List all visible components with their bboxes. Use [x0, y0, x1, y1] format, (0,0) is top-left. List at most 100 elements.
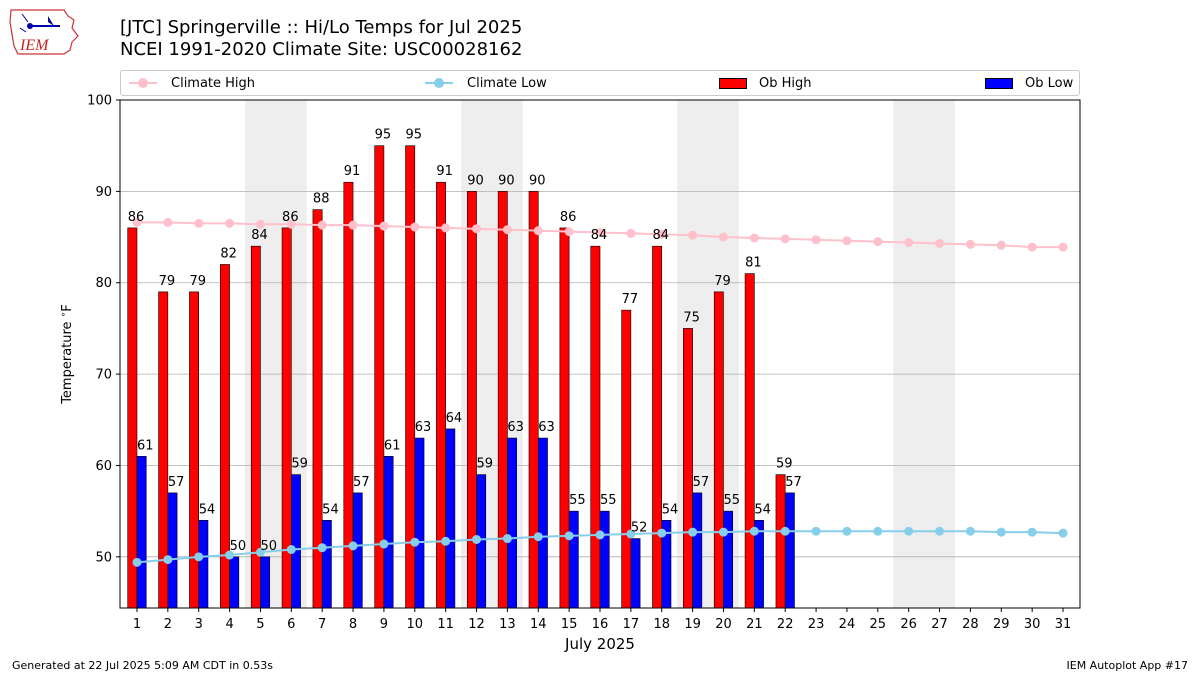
climate-low-point	[225, 550, 235, 560]
ob-low-bar	[136, 456, 147, 609]
ob-high-label: 79	[714, 274, 731, 289]
ob-low-bar	[537, 437, 548, 609]
logo-text: IEM	[19, 37, 50, 54]
climate-low-point	[657, 528, 667, 538]
legend-label-ob-high: Ob High	[759, 75, 812, 91]
x-tick-label: 5	[256, 617, 264, 632]
ob-low-label: 55	[569, 493, 586, 508]
ob-low-swatch	[985, 77, 1013, 89]
ob-high-label: 91	[436, 164, 453, 179]
x-tick-label: 22	[777, 617, 794, 632]
ob-high-label: 59	[776, 457, 793, 472]
ob-low-label: 54	[662, 502, 679, 517]
ob-high-label: 90	[467, 173, 484, 188]
x-tick-label: 3	[195, 617, 203, 632]
climate-high-point	[965, 239, 975, 249]
ob-low-bar	[692, 492, 703, 609]
x-tick-label: 6	[287, 617, 295, 632]
ob-low-label: 50	[230, 539, 247, 554]
climate-high-point	[502, 225, 512, 235]
climate-high-point	[595, 227, 605, 237]
climate-high-point	[163, 217, 173, 227]
x-tick-label: 23	[808, 617, 825, 632]
ob-high-label: 84	[652, 228, 669, 243]
x-tick-label: 16	[592, 617, 609, 632]
ob-high-label: 79	[189, 274, 206, 289]
x-tick-label: 29	[993, 617, 1010, 632]
y-tick-label: 60	[95, 459, 112, 474]
ob-low-label: 54	[199, 502, 216, 517]
x-tick-label: 2	[164, 617, 172, 632]
climate-high-point	[1027, 242, 1037, 252]
climate-high-point	[225, 218, 235, 228]
climate-high-point	[441, 223, 451, 233]
ob-low-bar	[260, 556, 271, 609]
ob-high-label: 75	[683, 310, 700, 325]
ob-high-label: 82	[220, 246, 237, 261]
climate-low-point	[996, 527, 1006, 537]
ob-high-label: 90	[529, 173, 546, 188]
ob-low-label: 54	[754, 502, 771, 517]
climate-low-point	[132, 557, 142, 567]
y-tick-label: 80	[95, 276, 112, 291]
ob-low-bar	[167, 492, 178, 609]
ob-high-label: 90	[498, 173, 515, 188]
climate-low-point	[317, 543, 327, 553]
x-tick-label: 7	[318, 617, 326, 632]
ob-low-label: 63	[538, 420, 555, 435]
climate-high-point	[194, 218, 204, 228]
app-note: IEM Autoplot App #17	[1066, 659, 1189, 672]
ob-low-bar	[291, 474, 301, 609]
climate-low-point	[379, 539, 389, 549]
x-tick-label: 25	[870, 617, 887, 632]
climate-high-point	[472, 224, 482, 234]
legend-label-ob-low: Ob Low	[1025, 75, 1074, 91]
climate-high-point	[626, 228, 636, 238]
climate-high-point	[780, 234, 790, 244]
climate-low-point	[255, 547, 265, 557]
ob-high-label: 91	[344, 164, 361, 179]
climate-high-point	[842, 236, 852, 246]
x-tick-label: 28	[962, 617, 979, 632]
climate-low-point	[1058, 528, 1068, 538]
climate-high-point	[718, 232, 728, 242]
ob-high-label: 86	[282, 210, 299, 225]
x-tick-label: 11	[437, 617, 454, 632]
ob-low-bar	[507, 437, 517, 609]
ob-high-label: 79	[159, 274, 176, 289]
ob-low-bar	[630, 538, 641, 609]
ob-low-label: 55	[723, 493, 740, 508]
ob-low-label: 64	[446, 411, 463, 426]
climate-high-point	[749, 233, 759, 243]
iem-logo: IEM	[8, 6, 80, 58]
climate-low-point	[163, 555, 173, 565]
climate-low-point	[904, 526, 914, 536]
climate-low-point	[286, 545, 296, 555]
ob-high-bar	[775, 474, 786, 609]
ob-high-label: 84	[591, 228, 608, 243]
climate-low-point	[564, 531, 574, 541]
legend-item-climate-low: Climate Low	[425, 71, 547, 95]
ob-low-label: 55	[600, 493, 617, 508]
ob-low-label: 63	[415, 420, 432, 435]
x-tick-label: 14	[530, 617, 547, 632]
x-tick-label: 15	[561, 617, 578, 632]
climate-low-point	[595, 530, 605, 540]
weekend-shade	[893, 100, 955, 608]
chart-title: [JTC] Springerville :: Hi/Lo Temps for J…	[120, 17, 522, 61]
legend: Climate High Climate Low Ob High Ob Low	[120, 70, 1080, 96]
ob-high-label: 86	[128, 210, 145, 225]
climate-high-point	[132, 217, 142, 227]
ob-high-bar	[652, 245, 663, 609]
climate-low-point	[749, 526, 759, 536]
x-tick-label: 30	[1024, 617, 1041, 632]
ob-high-bar	[683, 328, 693, 609]
climate-low-point	[965, 526, 975, 536]
climate-high-point	[348, 220, 358, 230]
climate-low-point	[626, 529, 636, 539]
climate-high-point	[688, 230, 698, 240]
x-tick-label: 21	[746, 617, 763, 632]
climate-high-swatch	[129, 78, 157, 88]
ob-low-label: 54	[322, 502, 339, 517]
ob-low-bar	[321, 519, 332, 609]
